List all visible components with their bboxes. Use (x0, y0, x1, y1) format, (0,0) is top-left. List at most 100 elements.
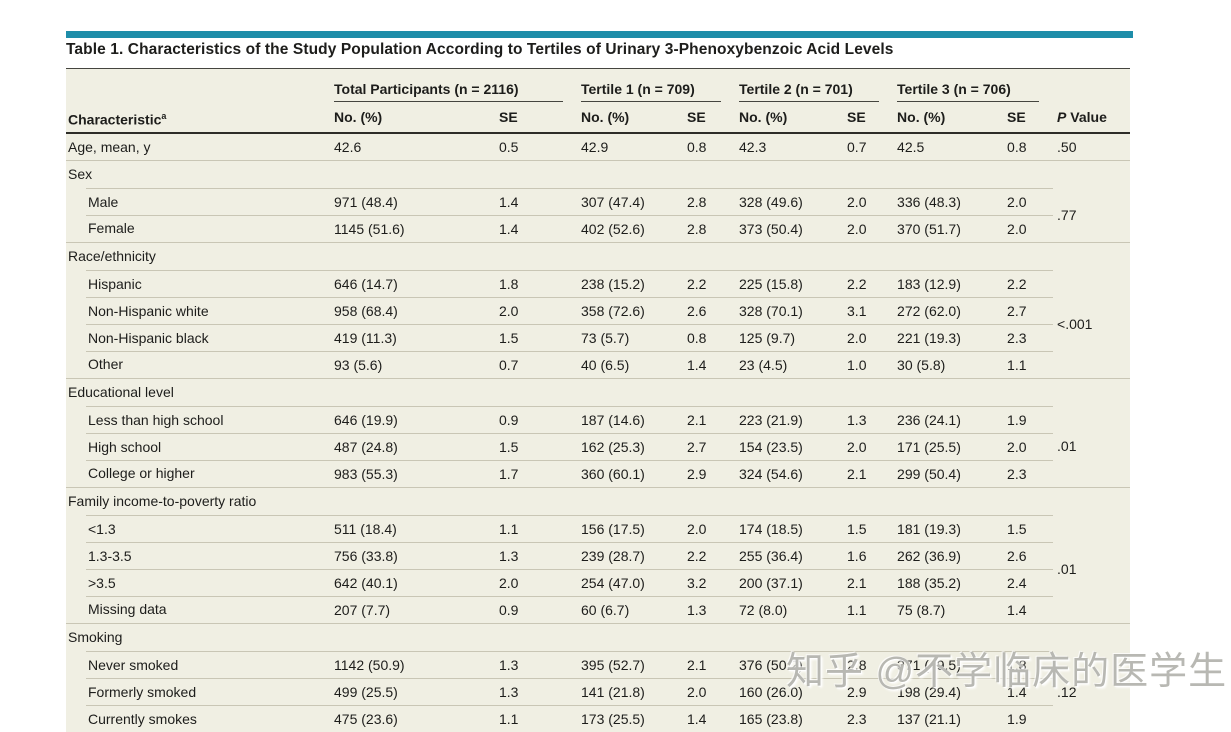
no-pct-cell: 487 (24.8) (330, 432, 495, 460)
se-cell: 2.1 (843, 568, 894, 596)
se-cell: 2.6 (1003, 541, 1054, 569)
se-cell: 1.9 (1003, 704, 1054, 732)
se-cell: 1.4 (495, 187, 577, 215)
se-cell: 1.4 (683, 704, 736, 732)
se-cell: 1.3 (495, 541, 577, 569)
no-pct-cell: 162 (25.3) (577, 432, 683, 460)
no-pct-cell: 173 (25.5) (577, 704, 683, 732)
se-cell: 0.9 (495, 405, 577, 433)
se-cell: 2.1 (843, 459, 894, 487)
row-label: Male (66, 188, 330, 215)
table-row: Non-Hispanic black 419 (11.3) 1.5 73 (5.7) 0… (66, 323, 1130, 351)
se-cell: 2.0 (495, 296, 577, 324)
se-cell: 3.1 (843, 296, 894, 324)
no-pct-cell: 254 (47.0) (577, 568, 683, 596)
row-label: 1.3-3.5 (66, 542, 330, 569)
row-label: Age, mean, y (68, 138, 151, 155)
se-cell: 1.1 (495, 704, 577, 732)
section-row: Smoking (66, 622, 1131, 651)
no-pct-cell: 183 (12.9) (893, 269, 1004, 297)
se-cell: 0.5 (499, 138, 519, 155)
se-cell: 1.4 (1003, 677, 1054, 705)
column-header-se: SE (495, 102, 577, 134)
table-row: 1.3-3.5 756 (33.8) 1.3 239 (28.7) 2.2 255 (36… (66, 541, 1130, 569)
no-pct-cell: 402 (52.6) (577, 214, 683, 242)
no-pct-cell: 156 (17.5) (577, 514, 683, 542)
group-header-pvalue-spacer (1053, 69, 1130, 102)
section-header-label: Race/ethnicity (66, 241, 1131, 270)
no-pct-cell: 358 (72.6) (577, 296, 683, 324)
se-cell: 2.9 (843, 677, 894, 705)
no-pct-cell: 328 (49.6) (735, 187, 844, 215)
se-cell: 1.3 (843, 405, 894, 433)
row-label: Formerly smoked (66, 678, 330, 705)
row-label: Other (66, 351, 330, 378)
group-header-row: Total Participants (n = 2116) Tertile 1 … (66, 69, 1130, 102)
se-cell: 1.5 (843, 514, 894, 542)
se-cell: 1.3 (495, 677, 577, 705)
no-pct-cell: 475 (23.6) (330, 704, 495, 732)
se-cell: 1.8 (495, 269, 577, 297)
page-title: Table 1. Characteristics of the Study Po… (66, 41, 894, 58)
table-row: Formerly smoked 499 (25.5) 1.3 141 (21.8) 2.… (66, 677, 1130, 705)
watermark: 知乎 @不学临床的医学生 (786, 651, 1228, 693)
se-cell: 2.0 (1003, 214, 1054, 242)
no-pct-cell: 511 (18.4) (330, 514, 495, 542)
se-cell: 2.3 (1003, 459, 1054, 487)
table-row: Never smoked 1142 (50.9) 1.3 395 (52.7) 2.1 3… (66, 650, 1130, 700)
column-header-no-pct: No. (%) (893, 102, 1004, 134)
table-row: Missing data 207 (7.7) 0.9 60 (6.7) 1.3 72 (8… (66, 595, 1130, 623)
characteristics-table: Total Participants (n = 2116) Tertile 1 … (66, 69, 1131, 732)
p-value-cell: .12 (1057, 683, 1077, 700)
no-pct-cell: 373 (50.4) (735, 214, 844, 242)
no-pct-cell: 236 (24.1) (893, 405, 1004, 433)
no-pct-cell: 187 (14.6) (577, 405, 683, 433)
se-cell: 2.0 (843, 323, 894, 351)
no-pct-cell: 223 (21.9) (735, 405, 844, 433)
se-cell: 0.7 (847, 138, 867, 155)
se-cell: 0.9 (495, 595, 577, 623)
group-header-tertile3-label: Tertile 3 (n = 706) (897, 75, 1040, 102)
p-value-cell: <.001 (1057, 315, 1093, 332)
no-pct-cell: 299 (50.4) (893, 459, 1004, 487)
se-cell: 2.0 (1003, 432, 1054, 460)
se-cell: 2.2 (1003, 269, 1054, 297)
footnote-marker: a (161, 111, 167, 122)
se-cell: 1.1 (843, 595, 894, 623)
section-row: Family income-to-poverty ratio (66, 486, 1131, 515)
no-pct-cell: 983 (55.3) (330, 459, 495, 487)
se-cell: 1.8 (1003, 650, 1054, 678)
group-header-tertile2: Tertile 2 (n = 701) (735, 69, 893, 102)
no-pct-cell: 30 (5.8) (893, 350, 1004, 378)
group-header-tertile1-label: Tertile 1 (n = 709) (581, 75, 722, 102)
table-row: Male 971 (48.4) 1.4 307 (47.4) 2.8 328 (49.6)… (66, 187, 1130, 223)
no-pct-cell: 181 (19.3) (893, 514, 1004, 542)
se-cell: 2.6 (683, 296, 736, 324)
se-cell: 2.3 (1003, 323, 1054, 351)
se-cell: 0.8 (1007, 138, 1027, 155)
row-label: >3.5 (66, 569, 330, 596)
se-cell: 2.0 (843, 432, 894, 460)
table-row: Currently smokes 475 (23.6) 1.1 173 (25.5) 1… (66, 704, 1130, 732)
se-cell: 1.5 (495, 323, 577, 351)
no-pct-cell: 171 (25.5) (893, 432, 1004, 460)
no-pct-cell: 646 (14.7) (330, 269, 495, 297)
row-label: <1.3 (66, 515, 330, 542)
se-cell: 1.3 (495, 650, 577, 678)
column-header-pvalue: P Value (1053, 102, 1131, 134)
column-header-no-pct: No. (%) (577, 102, 683, 134)
se-cell: 1.6 (843, 541, 894, 569)
no-pct-cell: 324 (54.6) (735, 459, 844, 487)
se-cell: 1.1 (1003, 350, 1054, 378)
no-pct-cell: 174 (18.5) (735, 514, 844, 542)
no-pct-cell: 40 (6.5) (577, 350, 683, 378)
se-cell: 2.0 (1003, 187, 1054, 215)
table-body: Age, mean, y 42.6 0.5 42.9 0.8 42.3 0.7 42.5 0.8… (66, 133, 1131, 732)
se-cell: 1.4 (1003, 595, 1054, 623)
row-label: Currently smokes (66, 705, 330, 732)
row-label: College or higher (66, 460, 330, 487)
no-pct-cell: 42.5 (897, 138, 925, 155)
se-cell: 1.5 (1003, 514, 1054, 542)
se-cell: 3.2 (683, 568, 736, 596)
